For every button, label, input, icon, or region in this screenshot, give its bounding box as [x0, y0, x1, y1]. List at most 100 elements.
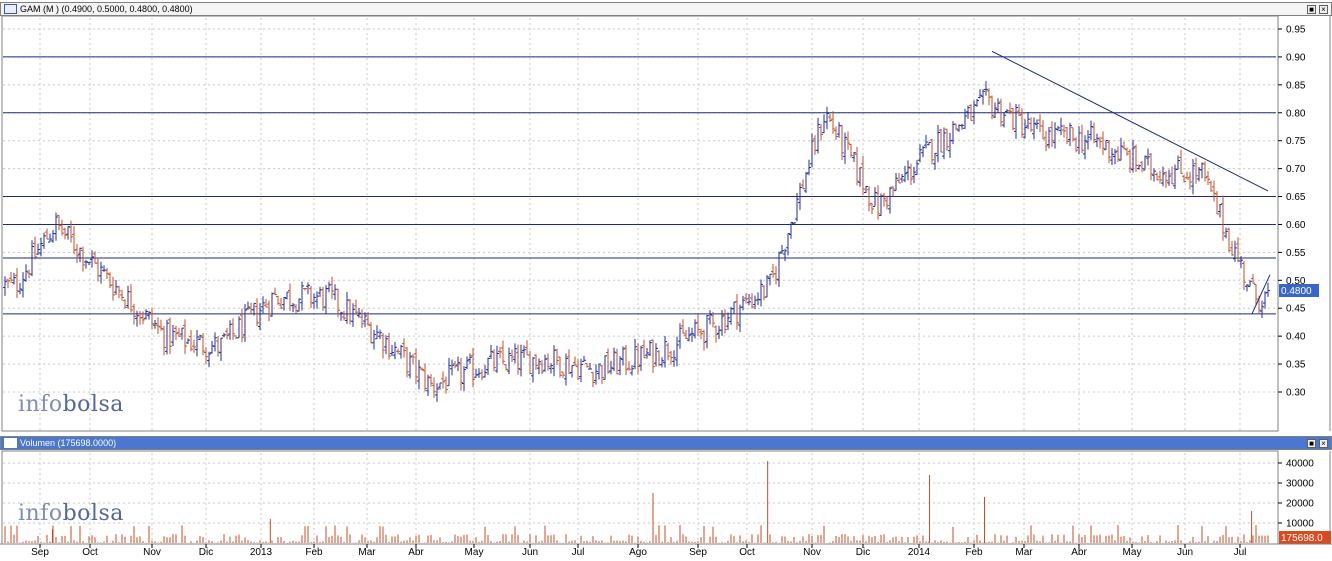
price-ohlc-bar	[999, 98, 1003, 127]
price-ohlc-bar	[759, 279, 763, 307]
price-ohlc-bar	[630, 364, 634, 376]
price-ohlc-bar	[9, 271, 13, 283]
price-ohlc-bar	[384, 335, 388, 355]
price-ohlc-bar	[1215, 191, 1219, 215]
price-ohlc-bar	[465, 356, 469, 369]
price-ohlc-bar	[531, 357, 535, 383]
price-ohlc-bar	[1023, 119, 1027, 139]
price-ohlc-bar	[570, 365, 574, 378]
volume-plot-area	[1, 450, 1279, 545]
price-ohlc-bar	[873, 187, 877, 207]
price-ohlc-bar	[39, 237, 43, 257]
price-y-tick-label: 0.90	[1286, 52, 1306, 63]
price-ohlc-bar	[690, 327, 694, 342]
price-ohlc-bar	[1146, 148, 1150, 166]
price-ohlc-bar	[990, 95, 994, 120]
volume-grid	[3, 453, 1276, 543]
price-ohlc-bar	[453, 360, 457, 369]
price-ohlc-bar	[339, 311, 343, 321]
price-panel: GAM (M ) (0.4900, 0.5000, 0.4800, 0.4800…	[0, 0, 1332, 433]
price-ohlc-bar	[777, 251, 781, 288]
volume-close-button[interactable]: ×	[1319, 438, 1328, 448]
price-ohlc-bar	[909, 163, 913, 185]
price-ohlc-bar	[429, 374, 433, 387]
price-ohlc-bar	[1089, 120, 1093, 141]
price-ohlc-bar	[1104, 140, 1108, 151]
last-price-tag-bg	[1279, 284, 1319, 297]
price-ohlc-bar	[444, 376, 448, 394]
price-y-tick-label: 0.45	[1286, 304, 1306, 315]
price-ohlc-bar	[1065, 127, 1069, 144]
volume-maximize-button[interactable]: ■	[1307, 438, 1316, 448]
price-ohlc-bar	[1158, 170, 1162, 184]
x-axis-tick-label: Oct	[739, 547, 755, 558]
price-ohlc-bar	[1185, 171, 1189, 180]
price-ohlc-bar	[996, 98, 1000, 114]
chart-window-icon	[4, 4, 17, 14]
price-ohlc-bar	[60, 219, 64, 236]
price-y-tick-label: 0.80	[1286, 108, 1306, 119]
last-price-label: 0.4800	[1281, 286, 1312, 297]
price-ohlc-bar	[537, 358, 541, 375]
price-ohlc-bar	[867, 186, 871, 212]
price-ohlc-bar	[942, 127, 946, 160]
price-ohlc-bar	[1074, 137, 1078, 153]
price-ohlc-bar	[828, 113, 832, 123]
price-ohlc-bar	[1008, 102, 1012, 115]
price-ohlc-bar	[603, 355, 607, 380]
price-ohlc-bar	[1011, 107, 1015, 131]
price-ohlc-bar	[984, 81, 988, 96]
price-ohlc-bar	[1221, 195, 1225, 241]
price-ohlc-bar	[894, 172, 898, 192]
price-ohlc-bar	[315, 291, 319, 309]
price-ohlc-bar	[843, 132, 847, 164]
price-ohlc-bar	[660, 357, 664, 368]
price-ohlc-bar	[483, 364, 487, 378]
price-chart[interactable]: 0.30 0.35 0.40 0.45 0.50 0.55 0.60 0.65 0.70 0.75…	[0, 0, 1332, 433]
price-ohlc-bar	[858, 167, 862, 187]
price-ohlc-bar	[840, 124, 844, 161]
price-ohlc-bar	[978, 89, 982, 99]
x-axis-tick-label: Jun	[522, 547, 538, 558]
price-ohlc-bar	[1248, 280, 1252, 287]
price-ohlc-bar	[903, 165, 907, 183]
volume-watermark: infobolsa	[18, 501, 124, 526]
price-ohlc-bar	[612, 347, 616, 371]
price-ohlc-bar	[606, 348, 610, 374]
price-ohlc-bar	[198, 334, 202, 341]
price-ohlc-bar	[963, 108, 967, 129]
price-ohlc-bar	[132, 303, 136, 325]
volume-chart[interactable]: 10000 20000 30000 40000 175698.0 Sep Oct Nov D…	[0, 433, 1332, 561]
price-ohlc-bar	[825, 106, 829, 130]
price-ohlc-bar	[1131, 140, 1135, 173]
x-axis-tick-label: Feb	[965, 547, 983, 558]
price-ohlc-bar	[141, 311, 145, 325]
price-ohlc-bar	[438, 382, 442, 390]
price-ohlc-bar	[63, 227, 67, 240]
price-ohlc-bar	[522, 345, 526, 358]
price-ohlc-bar	[639, 345, 643, 371]
x-axis-tick-label: Jul	[572, 547, 585, 558]
price-ohlc-bar	[1122, 141, 1126, 150]
price-ohlc-bar	[954, 123, 958, 131]
price-ohlc-bar	[336, 288, 340, 318]
close-button[interactable]: ×	[1319, 4, 1328, 14]
price-ohlc-bar	[885, 196, 889, 210]
price-ohlc-bar	[993, 102, 997, 119]
price-y-tick-label: 0.70	[1286, 164, 1306, 175]
price-ohlc-bar	[12, 272, 16, 285]
price-ohlc-bar	[912, 166, 916, 184]
price-ohlc-bar	[120, 289, 124, 301]
price-ohlc-bar	[1113, 148, 1117, 165]
price-ohlc-bar	[1044, 130, 1048, 152]
price-ohlc-bar	[615, 348, 619, 375]
price-ohlc-bar	[1017, 104, 1021, 116]
price-ohlc-bar	[1014, 104, 1018, 139]
price-ohlc-bar	[174, 325, 178, 341]
price-ohlc-bar	[1227, 227, 1231, 253]
price-ohlc-bar	[798, 182, 802, 210]
price-ohlc-bar	[501, 340, 505, 365]
price-ohlc-bar	[390, 344, 394, 357]
maximize-button[interactable]: ■	[1307, 4, 1316, 14]
price-ohlc-bar	[1233, 240, 1237, 262]
